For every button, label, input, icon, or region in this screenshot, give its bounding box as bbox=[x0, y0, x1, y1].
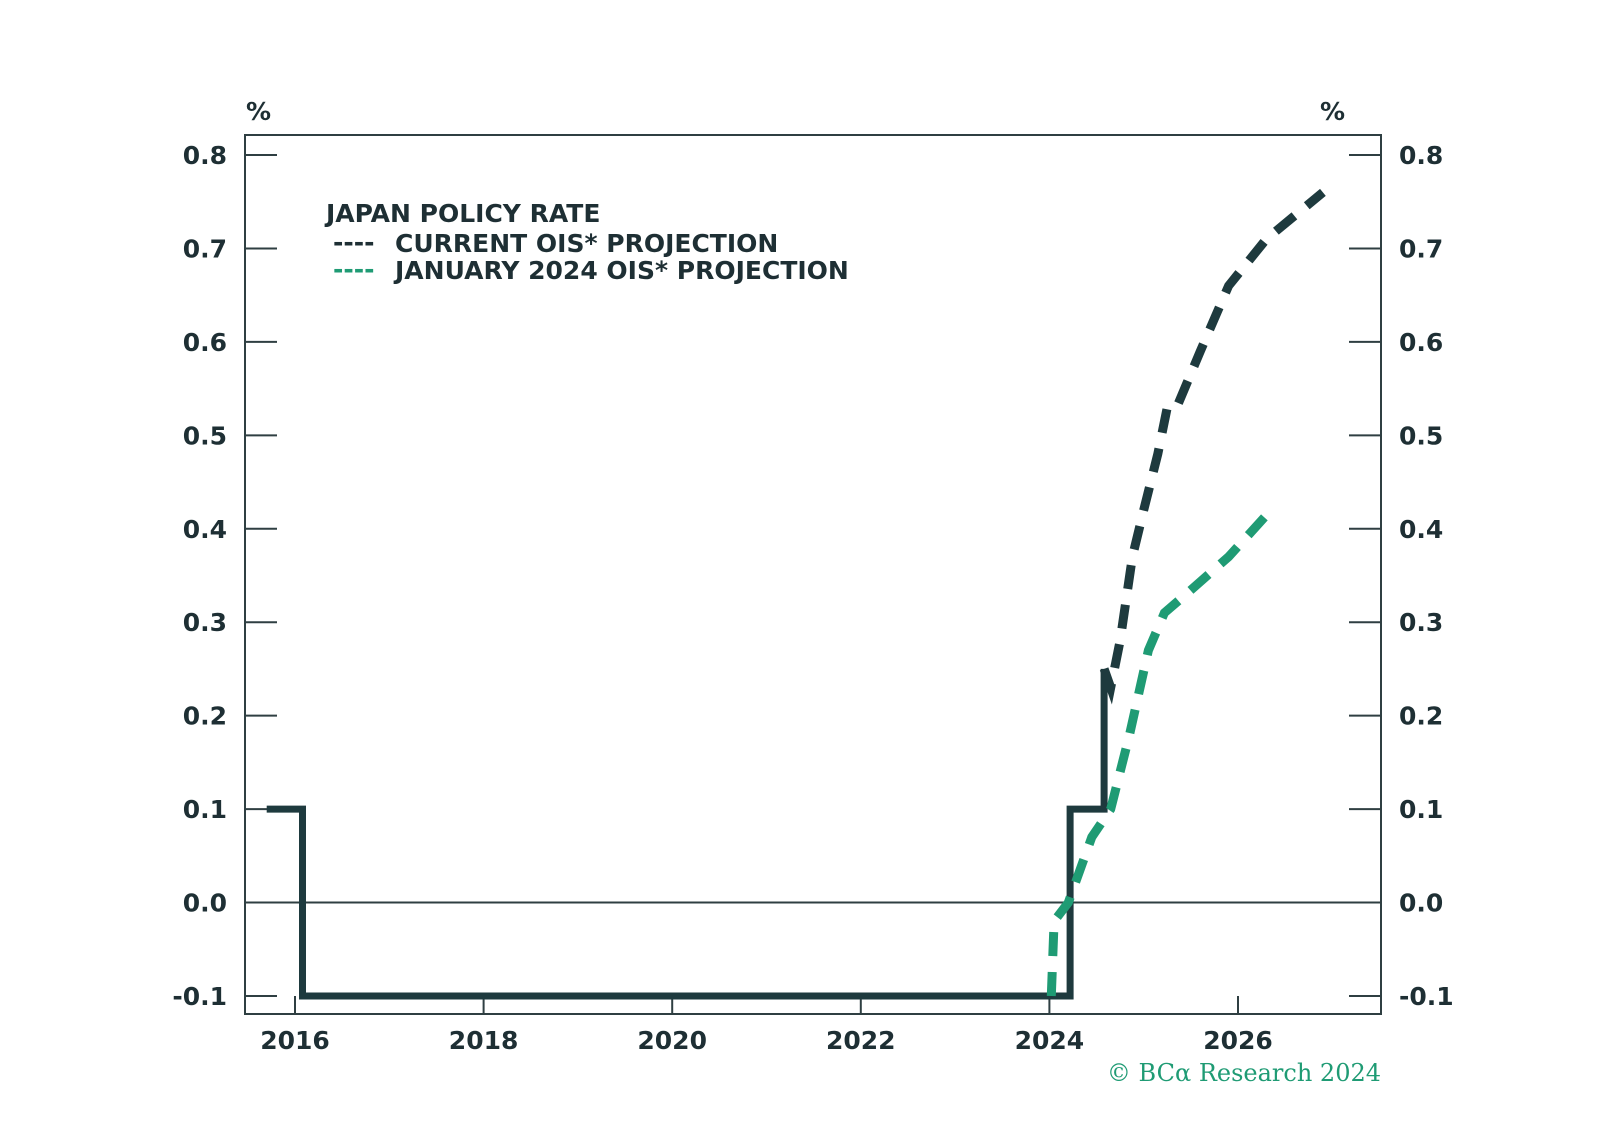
copyright-notice: © BCα Research 2024 bbox=[1107, 1059, 1381, 1087]
y-tick-label-right: 0.8 bbox=[1399, 141, 1443, 170]
y-tick-label-left: 0.7 bbox=[183, 234, 227, 263]
series-current-ois bbox=[1099, 188, 1326, 705]
legend: JAPAN POLICY RATE ---- CURRENT OIS* PROJ… bbox=[324, 199, 849, 285]
x-tick-label: 2020 bbox=[637, 1026, 707, 1055]
right-axis-unit-label: % bbox=[1320, 97, 1345, 126]
ticks-layer: -0.1 -0.1 0.0 0.0 0.1 0.1 0.2 0.2 0.3 0.3 0.4 0.4 0.… bbox=[172, 141, 1453, 1055]
y-tick-label-left: 0.8 bbox=[183, 141, 227, 170]
legend-sample-current-ois: ---- bbox=[333, 228, 375, 257]
y-tick-label-right: 0.1 bbox=[1399, 795, 1443, 824]
y-tick-label-left: -0.1 bbox=[172, 982, 227, 1011]
y-tick-label-right: 0.6 bbox=[1399, 328, 1443, 357]
y-tick-label-right: 0.7 bbox=[1399, 234, 1443, 263]
x-tick-label: 2022 bbox=[826, 1026, 896, 1055]
y-tick-label-left: 0.3 bbox=[183, 608, 227, 637]
x-tick-label: 2016 bbox=[260, 1026, 330, 1055]
legend-label-january-ois: JANUARY 2024 OIS* PROJECTION bbox=[393, 256, 849, 285]
plot-frame bbox=[244, 134, 1382, 1015]
legend-title: JAPAN POLICY RATE bbox=[324, 199, 600, 228]
y-tick-label-left: 0.0 bbox=[183, 889, 227, 918]
series-policy-rate bbox=[266, 668, 1108, 1000]
y-tick-label-right: 0.0 bbox=[1399, 889, 1443, 918]
x-tick-label: 2018 bbox=[449, 1026, 519, 1055]
left-axis-unit-label: % bbox=[246, 97, 271, 126]
legend-label-current-ois: CURRENT OIS* PROJECTION bbox=[395, 229, 778, 258]
y-tick-label-right: -0.1 bbox=[1399, 982, 1454, 1011]
y-tick-label-right: 0.5 bbox=[1399, 421, 1443, 450]
x-tick-label: 2024 bbox=[1015, 1026, 1085, 1055]
series-layer bbox=[266, 188, 1326, 1000]
legend-sample-january-ois: ---- bbox=[333, 255, 375, 284]
series-january-ois bbox=[1046, 507, 1275, 997]
y-tick-label-left: 0.1 bbox=[183, 795, 227, 824]
y-tick-label-left: 0.2 bbox=[183, 702, 227, 731]
x-tick-label: 2026 bbox=[1203, 1026, 1273, 1055]
y-tick-label-left: 0.5 bbox=[183, 421, 227, 450]
y-tick-label-left: 0.4 bbox=[183, 515, 227, 544]
y-tick-label-right: 0.2 bbox=[1399, 702, 1443, 731]
y-tick-label-left: 0.6 bbox=[183, 328, 227, 357]
y-tick-label-right: 0.3 bbox=[1399, 608, 1443, 637]
y-tick-label-right: 0.4 bbox=[1399, 515, 1443, 544]
